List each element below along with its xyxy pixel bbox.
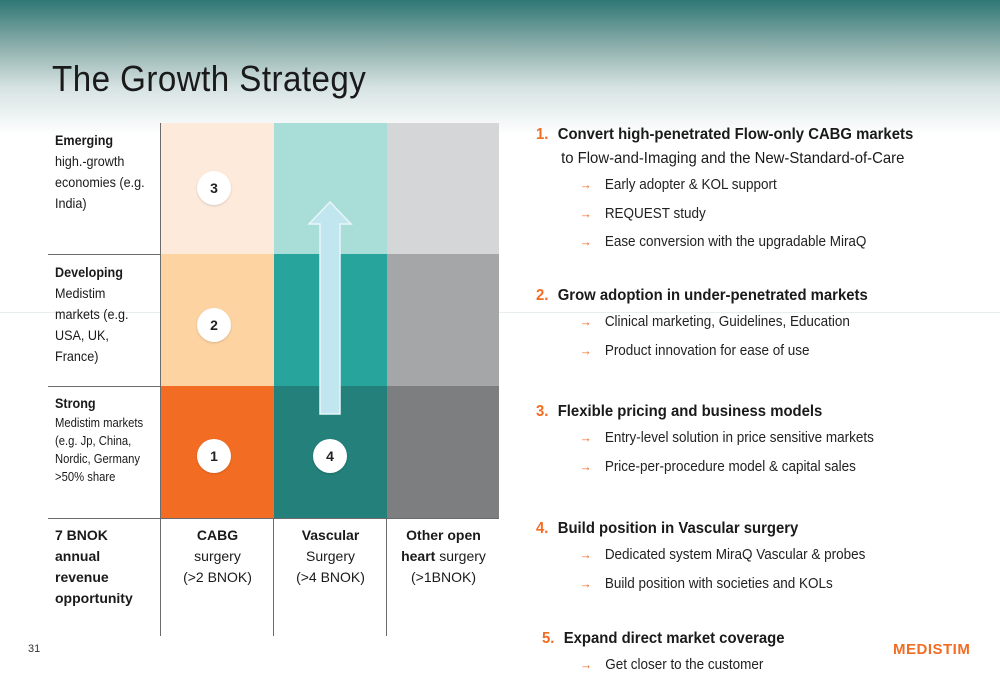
arrow-icon: →: [579, 430, 592, 445]
col-label-title: Other open: [406, 527, 481, 543]
col-label-sub: surgery: [194, 548, 241, 564]
page-number: 31: [28, 643, 41, 655]
list-item-text: Product innovation for ease of use: [604, 342, 810, 359]
col-divider: [273, 518, 274, 636]
row-label-body: Medistim markets (e.g. USA, UK, France): [55, 285, 129, 364]
cell-emerging-other: [387, 123, 499, 254]
col-label-cabg: CABG surgery (>2 BNOK): [161, 525, 274, 588]
list-item: → REQUEST study: [536, 200, 964, 229]
row-label-emerging: Emerging high.-growth economies (e.g. In…: [55, 130, 150, 214]
list-item: → Entry-level solution in price sensitive…: [536, 424, 964, 453]
list-item: → Product innovation for ease of use: [536, 337, 964, 366]
col-label-size: (>2 BNOK): [183, 569, 252, 585]
strategy-number: 2.: [536, 287, 549, 304]
list-item: → Ease conversion with the upgradable Mir…: [536, 228, 964, 257]
list-item-text: Clinical marketing, Guidelines, Educatio…: [604, 314, 850, 330]
list-item-text: Get closer to the customer: [605, 657, 764, 673]
list-item-text: REQUEST study: [604, 205, 706, 222]
list-item-text: Ease conversion with the upgradable Mira…: [604, 234, 867, 250]
list-item-text: Build position with societies and KOLs: [604, 575, 833, 592]
col-label-title-2: heart: [401, 548, 436, 564]
page-title: The Growth Strategy: [52, 58, 367, 99]
medistim-logo: MEDISTIM: [893, 641, 971, 658]
strategy-2: 2. Grow adoption in under-penetrated mark…: [536, 284, 996, 365]
list-item: → Build position with societies and KOLs: [536, 570, 964, 599]
up-arrow-icon: [307, 200, 353, 415]
strategy-5: 5. Expand direct market coverage → Get clo…: [542, 627, 1000, 680]
header-gradient: [0, 0, 1000, 135]
col-label-other: Other open heart surgery (>1BNOK): [387, 525, 500, 588]
marker-3: 3: [197, 171, 231, 205]
cell-developing-other: [387, 254, 499, 386]
col-label-vascular: Vascular Surgery (>4 BNOK): [274, 525, 387, 588]
strategy-title: 3. Flexible pricing and business models: [536, 400, 964, 424]
row-divider: [48, 254, 161, 255]
list-item: → Get closer to the customer: [542, 651, 970, 680]
strategy-number: 3.: [536, 403, 549, 420]
row-label-title: Emerging: [55, 132, 114, 148]
revenue-opportunity-label: 7 BNOK annual revenue opportunity: [55, 527, 133, 606]
col-label-sub: heart surgery: [387, 546, 500, 567]
row-label-body: high.-growth economies (e.g. India): [55, 153, 145, 211]
col-label-title: Vascular: [301, 527, 360, 543]
col-label-sub-text: surgery: [435, 548, 486, 564]
list-item-text: Dedicated system MiraQ Vascular & probes: [604, 547, 866, 563]
row-label-developing: Developing Medistim markets (e.g. USA, U…: [55, 262, 150, 367]
row-label-strong: Strong Medistim markets (e.g. Jp, China,…: [55, 393, 150, 486]
marker-4: 4: [313, 439, 347, 473]
cell-strong-other: [387, 386, 499, 518]
row-label-title: Strong: [55, 395, 96, 411]
col-label-title: CABG: [196, 527, 239, 543]
row-divider: [48, 386, 161, 387]
col-label-sub: Surgery: [305, 548, 356, 564]
list-item: → Early adopter & KOL support: [536, 171, 964, 200]
arrow-icon: →: [579, 205, 592, 221]
row-label-body: Medistim markets (e.g. Jp, China, Nordic…: [55, 416, 144, 484]
background-divider: [0, 312, 1000, 313]
list-item-text: Entry-level solution in price sensitive …: [604, 430, 874, 446]
strategy-number: 4.: [536, 520, 549, 537]
arrow-icon: →: [579, 342, 592, 358]
strategy-3: 3. Flexible pricing and business models →…: [536, 400, 996, 481]
arrow-icon: →: [580, 657, 593, 672]
col-label-size: (>4 BNOK): [296, 569, 365, 585]
strategy-number: 5.: [542, 630, 555, 647]
arrow-icon: →: [579, 177, 592, 192]
strategy-number: 1.: [536, 126, 549, 143]
strategy-title: 1. Convert high-penetrated Flow-only CABG…: [536, 123, 964, 147]
arrow-icon: →: [579, 314, 592, 329]
strategy-4: 4. Build position in Vascular surgery → De…: [536, 517, 996, 598]
arrow-icon: →: [579, 234, 592, 249]
strategy-title-text: Build position in Vascular surgery: [557, 520, 799, 537]
list-item-text: Price-per-procedure model & capital sale…: [604, 458, 856, 475]
strategy-1: 1. Convert high-penetrated Flow-only CABG…: [536, 123, 996, 257]
strategy-title-text: Grow adoption in under-penetrated market…: [557, 287, 868, 304]
col-divider: [160, 123, 161, 636]
arrow-icon: →: [579, 458, 592, 474]
strategy-title: 4. Build position in Vascular surgery: [536, 517, 964, 541]
list-item: → Price-per-procedure model & capital sal…: [536, 453, 964, 482]
col-label-size: (>1BNOK): [411, 569, 476, 585]
strategy-subtitle: to Flow-and-Imaging and the New-Standard…: [561, 150, 905, 167]
arrow-icon: →: [579, 575, 592, 591]
strategy-title: 2. Grow adoption in under-penetrated mark…: [536, 284, 964, 308]
strategy-title-text: Convert high-penetrated Flow-only CABG m…: [557, 126, 914, 143]
marker-1: 1: [197, 439, 231, 473]
list-item: → Dedicated system MiraQ Vascular & probe…: [536, 541, 964, 570]
marker-2: 2: [197, 308, 231, 342]
col-divider: [386, 518, 387, 636]
strategy-title-text: Expand direct market coverage: [563, 630, 785, 647]
strategy-title-text: Flexible pricing and business models: [557, 403, 823, 420]
arrow-icon: →: [579, 547, 592, 562]
list-item: → Clinical marketing, Guidelines, Educati…: [536, 308, 964, 337]
strategy-title: 5. Expand direct market coverage: [542, 627, 970, 651]
list-item-text: Early adopter & KOL support: [604, 177, 777, 193]
row-label-title: Developing: [55, 264, 123, 280]
